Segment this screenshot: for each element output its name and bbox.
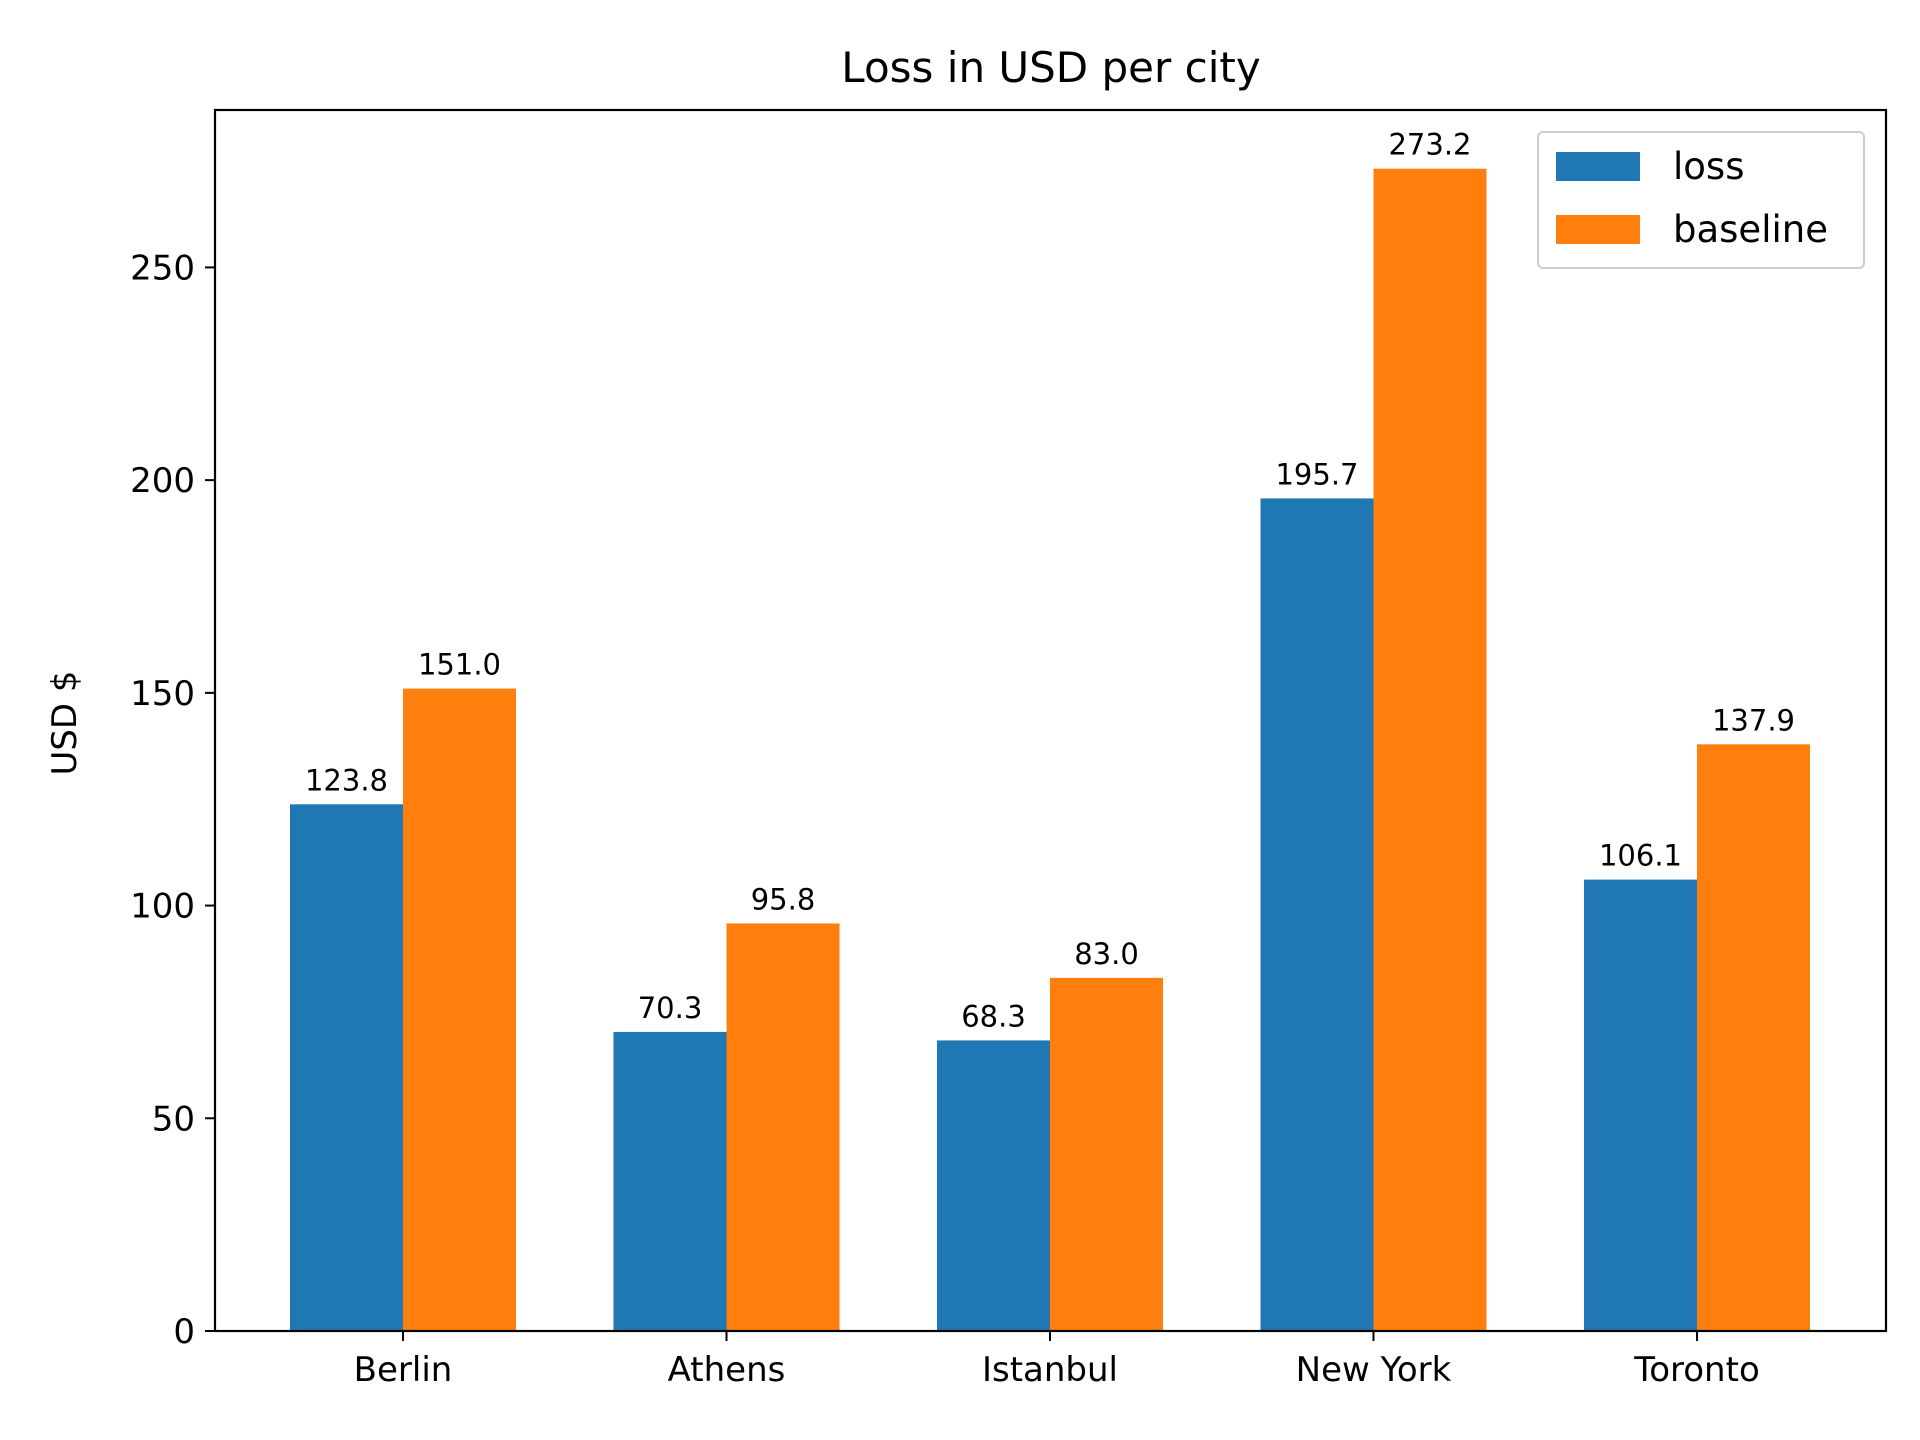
bar-value-label: 151.0 [418, 648, 501, 682]
x-tick-label: Istanbul [982, 1350, 1118, 1390]
legend: loss baseline [1537, 131, 1865, 269]
bar-loss-athens [613, 1031, 727, 1331]
bar-value-label: 106.1 [1599, 839, 1682, 873]
y-tick-label: 0 [173, 1312, 195, 1352]
y-tick-label: 50 [152, 1099, 195, 1139]
x-tick-label: Athens [668, 1350, 786, 1390]
bar-value-label: 137.9 [1712, 703, 1795, 737]
chart-title: Loss in USD per city [841, 43, 1260, 92]
legend-swatch-baseline [1556, 215, 1640, 244]
bar-value-label: 273.2 [1388, 128, 1471, 162]
bar-labels-layer: 123.8 70.3 68.3 195.7 106.1 151.0 95.8 83.0 273.… [305, 128, 1795, 1034]
bar-baseline-athens [726, 923, 840, 1331]
bar-value-label: 195.7 [1275, 457, 1358, 491]
bar-loss-istanbul [937, 1040, 1050, 1331]
legend-swatch-loss [1556, 152, 1640, 181]
bar-baseline-new-york [1373, 168, 1487, 1332]
bar-value-label: 95.8 [751, 882, 816, 916]
bar-baseline-istanbul [1050, 977, 1163, 1331]
bar-loss-toronto [1584, 879, 1697, 1331]
y-axis-label: USD $ [45, 670, 85, 775]
bar-loss-berlin [290, 804, 403, 1331]
bar-value-label: 83.0 [1074, 937, 1139, 971]
bars-layer [290, 168, 1810, 1332]
x-tick-label: Berlin [354, 1350, 453, 1390]
bar-value-label: 70.3 [638, 991, 703, 1025]
legend-label-loss: loss [1673, 145, 1744, 188]
plot-area-frame [213, 108, 1888, 1333]
x-tick-label: Toronto [1633, 1350, 1760, 1390]
y-tick-label: 100 [130, 887, 195, 927]
bar-baseline-toronto [1697, 744, 1810, 1331]
y-axis: 0 50 100 150 200 250 [130, 248, 215, 1352]
bar-loss-new-york [1260, 498, 1374, 1332]
y-tick-label: 250 [130, 248, 195, 288]
bar-baseline-berlin [403, 688, 516, 1331]
y-tick-label: 200 [130, 461, 195, 501]
x-tick-label: New York [1296, 1350, 1452, 1390]
x-axis: Berlin Athens Istanbul New York Toronto [354, 1331, 1760, 1390]
y-tick-label: 150 [130, 674, 195, 714]
bar-value-label: 68.3 [961, 999, 1026, 1033]
bar-value-label: 123.8 [305, 763, 388, 797]
legend-label-baseline: baseline [1673, 208, 1828, 251]
